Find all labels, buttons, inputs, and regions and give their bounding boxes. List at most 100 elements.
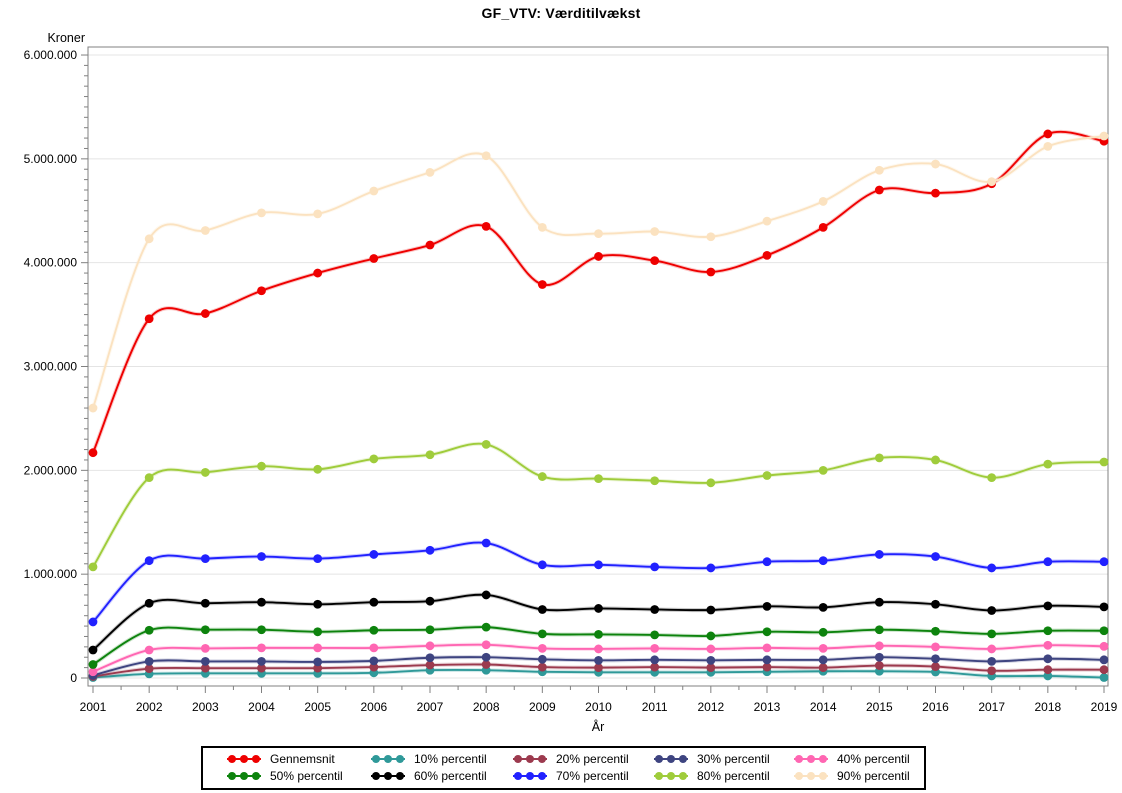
data-point-marker	[313, 599, 323, 609]
data-point-marker	[313, 663, 323, 673]
data-point-marker	[200, 554, 210, 563]
data-point-marker	[1099, 626, 1109, 636]
data-point-marker	[481, 640, 491, 650]
data-point-marker	[537, 472, 547, 481]
data-point-marker	[200, 625, 210, 635]
data-point-marker	[874, 597, 884, 607]
legend-item-90-percentil[interactable]: 90% percentil	[792, 768, 910, 784]
data-point-marker	[144, 645, 154, 655]
legend-item-60-percentil[interactable]: 60% percentil	[369, 768, 487, 784]
data-point-marker	[931, 642, 940, 652]
data-point-marker	[257, 625, 266, 635]
x-tick-label: 2002	[136, 700, 163, 714]
data-point-marker	[818, 197, 828, 206]
legend-item-80-percentil[interactable]: 80% percentil	[652, 768, 770, 784]
data-point-marker	[1043, 671, 1053, 681]
y-tick-label: 6.000.000	[24, 48, 78, 62]
data-point-marker	[1043, 665, 1053, 675]
data-point-marker	[537, 654, 547, 664]
legend-item-30-percentil[interactable]: 30% percentil	[652, 751, 770, 767]
data-point-marker	[594, 474, 603, 484]
data-point-marker	[594, 252, 603, 261]
data-point-marker	[818, 602, 828, 612]
data-point-marker	[762, 627, 772, 637]
data-point-marker	[874, 652, 884, 662]
data-point-marker	[818, 222, 828, 232]
legend-item-gennemsnit[interactable]: Gennemsnit	[225, 751, 335, 767]
data-point-marker	[874, 641, 884, 651]
data-point-marker	[706, 478, 716, 488]
data-point-marker	[144, 656, 154, 666]
data-point-marker	[425, 660, 435, 670]
data-point-marker	[537, 629, 547, 639]
data-point-marker	[1043, 129, 1053, 139]
data-point-marker	[313, 268, 323, 278]
data-point-marker	[88, 667, 98, 677]
y-tick-label: 2.000.000	[24, 463, 78, 477]
x-tick-label: 2004	[248, 700, 275, 714]
legend-marker-icon	[371, 772, 405, 780]
data-point-marker	[257, 552, 266, 561]
data-point-marker	[481, 538, 491, 548]
data-point-marker	[650, 630, 660, 640]
data-point-marker	[706, 631, 716, 641]
y-tick-label: 0	[70, 671, 77, 685]
data-point-marker	[257, 286, 266, 296]
data-point-marker	[1099, 641, 1109, 651]
legend-label: 60% percentil	[414, 769, 487, 783]
data-point-marker	[144, 556, 154, 566]
data-point-marker	[313, 657, 323, 667]
y-tick-label: 3.000.000	[24, 360, 78, 374]
data-point-marker	[481, 590, 491, 600]
data-point-marker	[200, 644, 210, 653]
legend-label: 90% percentil	[837, 769, 910, 783]
data-point-marker	[650, 605, 660, 614]
y-tick-label: 1.000.000	[24, 567, 78, 581]
data-point-marker	[706, 663, 716, 673]
data-point-marker	[144, 598, 154, 608]
data-point-marker	[144, 625, 154, 635]
data-point-marker	[1043, 557, 1053, 567]
data-point-marker	[369, 643, 379, 653]
series-line-halo	[91, 441, 1106, 569]
data-point-marker	[425, 240, 435, 250]
data-point-marker	[762, 601, 772, 611]
data-point-marker	[257, 597, 266, 607]
data-point-marker	[1099, 131, 1109, 141]
data-point-marker	[706, 232, 716, 242]
data-point-marker	[1099, 673, 1109, 682]
data-point-marker	[257, 461, 266, 471]
legend-item-70-percentil[interactable]: 70% percentil	[511, 768, 629, 784]
data-point-marker	[762, 557, 772, 567]
data-point-marker	[1099, 557, 1109, 567]
legend-item-50-percentil[interactable]: 50% percentil	[225, 768, 343, 784]
series-line	[92, 130, 1105, 454]
data-point-marker	[874, 185, 884, 195]
data-point-marker	[1099, 602, 1109, 612]
legend-label: 30% percentil	[697, 752, 770, 766]
data-point-marker	[1043, 626, 1053, 636]
series-line-halo	[91, 129, 1106, 455]
legend-label: 70% percentil	[556, 769, 629, 783]
legend-label: 80% percentil	[697, 769, 770, 783]
data-point-marker	[481, 660, 491, 669]
data-point-marker	[88, 660, 98, 669]
data-point-marker	[874, 625, 884, 635]
data-point-marker	[200, 309, 210, 318]
x-tick-label: 2013	[754, 700, 781, 714]
data-point-marker	[650, 662, 660, 672]
data-point-marker	[313, 554, 323, 563]
legend-item-10-percentil[interactable]: 10% percentil	[369, 751, 487, 767]
legend-item-20-percentil[interactable]: 20% percentil	[511, 751, 629, 767]
data-point-marker	[481, 622, 491, 632]
data-point-marker	[369, 454, 379, 464]
legend-marker-icon	[794, 772, 828, 780]
data-point-marker	[369, 254, 379, 263]
legend-item-40-percentil[interactable]: 40% percentil	[792, 751, 910, 767]
data-point-marker	[762, 662, 772, 672]
x-tick-label: 2005	[304, 700, 331, 714]
x-tick-label: 2014	[810, 700, 837, 714]
data-point-marker	[650, 227, 660, 236]
data-point-marker	[144, 314, 154, 324]
